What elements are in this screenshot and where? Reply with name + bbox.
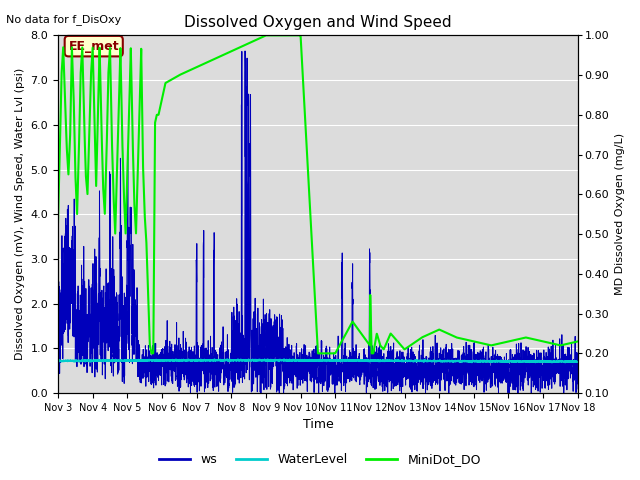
Y-axis label: MD Dissolved Oxygen (mg/L): MD Dissolved Oxygen (mg/L) (615, 133, 625, 295)
Title: Dissolved Oxygen and Wind Speed: Dissolved Oxygen and Wind Speed (184, 15, 452, 30)
Text: No data for f_DisOxy: No data for f_DisOxy (6, 14, 122, 25)
Y-axis label: Dissolved Oxygen (mV), Wind Speed, Water Lvl (psi): Dissolved Oxygen (mV), Wind Speed, Water… (15, 68, 25, 360)
X-axis label: Time: Time (303, 419, 333, 432)
Legend: ws, WaterLevel, MiniDot_DO: ws, WaterLevel, MiniDot_DO (154, 448, 486, 471)
Text: EE_met: EE_met (68, 40, 119, 53)
